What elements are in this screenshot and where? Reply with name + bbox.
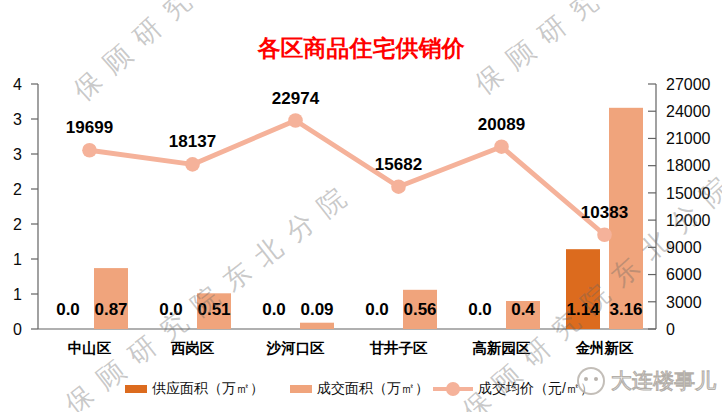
svg-text:1: 1 xyxy=(13,286,22,303)
svg-text:0.0: 0.0 xyxy=(365,300,389,319)
svg-text:3.16: 3.16 xyxy=(609,300,642,319)
svg-text:0.87: 0.87 xyxy=(94,300,127,319)
svg-text:27000: 27000 xyxy=(666,76,711,93)
svg-text:15000: 15000 xyxy=(666,185,711,202)
svg-text:15682: 15682 xyxy=(375,155,422,174)
svg-text:0.0: 0.0 xyxy=(468,300,492,319)
svg-text:21000: 21000 xyxy=(666,130,711,147)
svg-text:高新园区: 高新园区 xyxy=(473,340,532,356)
svg-text:20089: 20089 xyxy=(478,115,525,134)
legend-item-avg-price[interactable]: 成交均价（元/㎡） xyxy=(433,380,594,398)
chart-title: 各区商品住宅供销价 xyxy=(0,33,722,64)
legend-item-sold-area[interactable]: 成交面积（万㎡） xyxy=(290,380,429,398)
svg-text:18137: 18137 xyxy=(169,132,216,151)
svg-text:19699: 19699 xyxy=(66,118,113,137)
svg-text:0.0: 0.0 xyxy=(159,300,183,319)
svg-text:沙河口区: 沙河口区 xyxy=(266,340,326,356)
svg-text:0.09: 0.09 xyxy=(300,300,333,319)
svg-text:3: 3 xyxy=(13,111,22,128)
svg-text:1.14: 1.14 xyxy=(566,300,600,319)
svg-text:24000: 24000 xyxy=(666,103,711,120)
svg-text:22974: 22974 xyxy=(272,89,320,108)
svg-text:0: 0 xyxy=(13,321,22,338)
chart-page: 保顾研究院东北分院 保顾研究院东北分院 保顾研究院东北分院 保顾研究院东北分院 … xyxy=(0,0,722,412)
svg-text:18000: 18000 xyxy=(666,157,711,174)
legend-item-supply-area[interactable]: 供应面积（万㎡） xyxy=(125,380,264,398)
legend-label-sold-area: 成交面积（万㎡） xyxy=(317,380,429,398)
svg-text:0: 0 xyxy=(666,321,675,338)
avg-price-line-marker xyxy=(433,387,473,392)
svg-text:0.56: 0.56 xyxy=(403,300,436,319)
svg-text:2: 2 xyxy=(13,181,22,198)
svg-text:金州新区: 金州新区 xyxy=(575,340,635,356)
svg-text:9000: 9000 xyxy=(666,239,702,256)
sold-area-swatch xyxy=(290,385,312,393)
svg-text:6000: 6000 xyxy=(666,266,702,283)
svg-text:西岗区: 西岗区 xyxy=(171,340,215,356)
svg-text:中山区: 中山区 xyxy=(68,340,112,356)
brand-name: 大连楼事儿 xyxy=(611,367,716,395)
svg-text:12000: 12000 xyxy=(666,212,711,229)
svg-text:3000: 3000 xyxy=(666,294,702,311)
svg-text:0.0: 0.0 xyxy=(56,300,80,319)
svg-text:1: 1 xyxy=(13,251,22,268)
svg-text:2: 2 xyxy=(13,216,22,233)
svg-text:0.4: 0.4 xyxy=(511,300,535,319)
brand-logo-icon xyxy=(577,367,605,395)
svg-text:10383: 10383 xyxy=(581,203,628,222)
supply-area-swatch xyxy=(125,385,147,393)
svg-text:0.51: 0.51 xyxy=(197,300,230,319)
svg-text:4: 4 xyxy=(13,76,22,93)
svg-text:0.0: 0.0 xyxy=(262,300,286,319)
brand-badge: 大连楼事儿 xyxy=(577,367,716,395)
legend-label-supply-area: 供应面积（万㎡） xyxy=(152,380,264,398)
svg-text:甘井子区: 甘井子区 xyxy=(370,340,429,356)
svg-text:3: 3 xyxy=(13,146,22,163)
